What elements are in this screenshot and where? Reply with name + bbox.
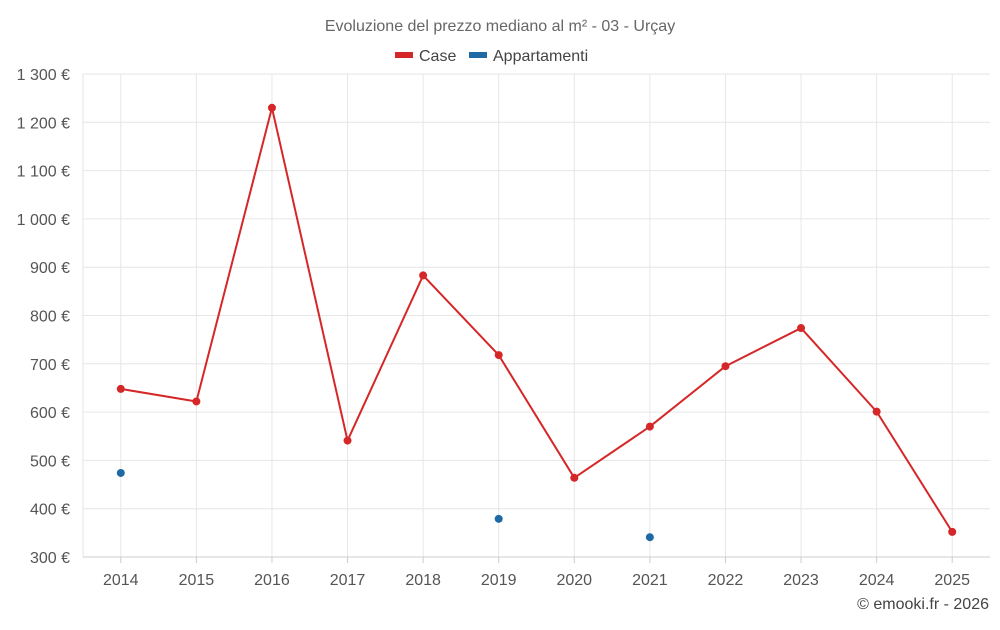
x-tick-label: 2017 [330, 572, 366, 589]
data-point-case-2017[interactable] [343, 436, 352, 445]
data-point-case-2014[interactable] [116, 384, 125, 393]
y-tick-label: 800 € [30, 309, 70, 326]
series [116, 103, 957, 542]
legend-item-case[interactable]: Case [395, 48, 456, 65]
y-tick-label: 1 200 € [17, 115, 70, 132]
x-tick-label: 2020 [556, 572, 592, 589]
data-point-case-2025[interactable] [948, 527, 957, 536]
x-tick-label: 2021 [632, 572, 668, 589]
axes: 300 € 400 € 500 € 600 € 700 € 800 € 900 € 1 000… [17, 67, 990, 589]
y-tick-label: 1 100 € [17, 164, 70, 181]
data-point-case-2015[interactable] [192, 397, 201, 406]
series-line-case [120, 106, 954, 533]
data-point-appartamenti-2019[interactable] [494, 514, 503, 523]
legend-label-case: Case [419, 48, 456, 65]
data-point-case-2022[interactable] [721, 362, 730, 371]
legend-item-appartamenti[interactable]: Appartamenti [469, 48, 588, 65]
data-point-appartamenti-2014[interactable] [116, 468, 125, 477]
x-tick-label: 2018 [405, 572, 441, 589]
x-tick-label: 2022 [708, 572, 744, 589]
data-point-case-2019[interactable] [494, 351, 503, 360]
data-point-case-2018[interactable] [419, 271, 428, 280]
legend-label-appartamenti: Appartamenti [493, 48, 588, 65]
data-point-case-2016[interactable] [267, 103, 276, 112]
y-tick-label: 300 € [30, 550, 70, 567]
data-point-case-2023[interactable] [797, 324, 806, 333]
x-tick-label: 2016 [254, 572, 290, 589]
y-tick-label: 500 € [30, 453, 70, 470]
y-tick-label: 400 € [30, 502, 70, 519]
grid [83, 73, 990, 558]
x-tick-label: 2023 [783, 572, 819, 589]
y-tick-label: 700 € [30, 357, 70, 374]
data-point-case-2020[interactable] [570, 473, 579, 482]
y-tick-label: 1 300 € [17, 67, 70, 84]
x-tick-label: 2024 [859, 572, 895, 589]
legend-swatch-appartamenti [469, 52, 487, 58]
legend-swatch-case [395, 52, 413, 58]
x-tick-label: 2015 [179, 572, 215, 589]
chart-title: Evoluzione del prezzo mediano al m² - 03… [325, 18, 675, 35]
y-tick-label: 1 000 € [17, 212, 70, 229]
x-tick-label: 2014 [103, 572, 139, 589]
data-point-case-2021[interactable] [645, 422, 654, 431]
x-tick-label: 2025 [934, 572, 970, 589]
y-tick-label: 900 € [30, 260, 70, 277]
credit-text: © emooki.fr - 2026 [857, 596, 989, 613]
legend: Case Appartamenti [395, 48, 588, 65]
x-tick-label: 2019 [481, 572, 517, 589]
y-tick-label: 600 € [30, 405, 70, 422]
data-point-appartamenti-2021[interactable] [645, 533, 654, 542]
data-point-case-2024[interactable] [872, 407, 881, 416]
